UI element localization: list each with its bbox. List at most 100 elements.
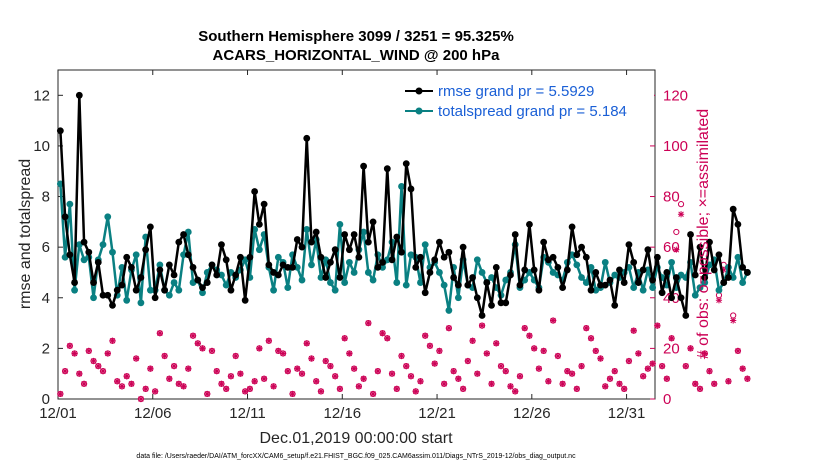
obs-assimilated-marker — [673, 246, 680, 253]
rmse-point — [521, 266, 529, 274]
totalspread-point — [270, 286, 277, 294]
totalspread-point — [729, 274, 737, 281]
obs-assimilated-marker — [535, 365, 543, 372]
totalspread-point — [327, 279, 334, 286]
rmse-point — [312, 228, 320, 236]
obs-assimilated-marker — [587, 335, 595, 342]
totalspread-point — [255, 246, 263, 254]
axis-ticks: 12/01 12/06 12/11 12/16 12/21 12/26 12/31 0 2 4 6 8… — [33, 70, 688, 422]
rmse-point — [227, 286, 235, 294]
totalspread-point — [71, 286, 78, 294]
obs-assimilated-marker — [649, 360, 656, 367]
totalspread-point — [284, 284, 292, 292]
obs-assimilated-marker — [137, 395, 145, 403]
obs-assimilated-marker — [208, 347, 216, 355]
obs-assimilated-marker — [61, 368, 69, 375]
totalspread-point — [345, 258, 353, 266]
obs-assimilated-marker — [526, 332, 533, 339]
rmse-point — [526, 220, 533, 228]
totalspread-point — [341, 279, 349, 286]
rmse-point — [61, 213, 69, 221]
rmse-point — [616, 266, 623, 274]
obs-assimilated-marker — [260, 375, 268, 382]
obs-assimilated-marker — [696, 385, 704, 392]
rmse-point — [511, 231, 519, 238]
obs-assimilated-marker — [175, 380, 182, 387]
obs-assimilated-marker — [351, 365, 358, 372]
rmse-point — [203, 279, 211, 286]
rmse-point — [75, 91, 83, 99]
totalspread-point — [336, 220, 344, 228]
totalspread-point — [715, 286, 723, 294]
rmse-point — [540, 238, 548, 246]
rmse-point — [260, 200, 268, 208]
totalspread-point — [222, 281, 230, 289]
obs-assimilated-marker — [621, 385, 628, 392]
rmse-point — [308, 238, 315, 246]
obs-assimilated-marker — [317, 388, 325, 395]
obs-assimilated-marker — [109, 337, 116, 344]
rmse-point — [554, 264, 562, 271]
obs-assimilated-marker — [152, 388, 159, 395]
obs-assimilated-marker — [521, 325, 528, 332]
obs-assimilated-marker — [303, 340, 310, 347]
totalspread-point — [109, 248, 116, 256]
y-tick-label: 2 — [42, 340, 50, 357]
rmse-point — [568, 223, 576, 231]
rmse-point — [682, 312, 690, 319]
rmse-point — [123, 253, 131, 261]
obs-assimilated-marker — [677, 211, 685, 218]
obs-assimilated-marker — [265, 337, 272, 344]
obs-assimilated-marker — [602, 383, 609, 390]
rmse-point — [492, 264, 500, 271]
obs-possible-marker — [730, 312, 737, 319]
obs-assimilated-marker — [384, 335, 391, 342]
rmse-point — [549, 253, 557, 261]
totalspread-point — [649, 284, 657, 292]
rmse-point — [327, 258, 334, 266]
totalspread-point — [218, 271, 225, 279]
obs-assimilated-marker — [388, 370, 396, 377]
obs-assimilated-marker — [483, 350, 490, 357]
obs-assimilated-marker — [227, 373, 235, 380]
obs-assimilated-marker — [147, 365, 154, 372]
totalspread-point — [630, 284, 638, 292]
rmse-point — [473, 294, 481, 302]
totalspread-point — [104, 213, 112, 221]
obs-assimilated-marker — [294, 365, 301, 372]
rmse-point — [587, 286, 595, 294]
totalspread-point — [298, 276, 306, 284]
obs-assimilated-marker — [488, 380, 495, 387]
y-tick-label: 6 — [42, 239, 50, 256]
obs-assimilated-marker — [237, 370, 244, 377]
rmse-point — [345, 246, 353, 254]
rmse-point — [530, 266, 538, 274]
obs-assimilated-marker — [701, 350, 708, 357]
obs-assimilated-marker — [194, 340, 201, 347]
rmse-point — [668, 294, 675, 302]
totalspread-point — [170, 279, 178, 286]
obs-assimilated-marker — [540, 347, 547, 355]
y-axis-right-label: # of obs: o=possible; ×=assimilated — [695, 109, 712, 359]
totalspread-point — [639, 286, 647, 294]
obs-assimilated-marker — [606, 375, 614, 382]
rmse-point — [194, 276, 202, 284]
rmse-point — [743, 269, 751, 276]
totalspread-point — [90, 294, 97, 302]
rmse-point — [151, 294, 159, 302]
obs-assimilated-marker — [531, 345, 538, 352]
rmse-point — [85, 248, 93, 256]
obs-assimilated-marker — [398, 352, 405, 360]
y-right-tick-label: 80 — [663, 189, 680, 206]
data-file-footer: data file: /Users/raeder/DAI/ATM_forcXX/… — [136, 453, 576, 460]
y-tick-label: 0 — [42, 391, 50, 408]
rmse-point — [71, 279, 78, 286]
totalspread-point — [350, 269, 358, 276]
legend-rmse-marker — [415, 87, 423, 95]
rmse-point — [426, 269, 434, 276]
obs-assimilated-marker — [583, 325, 590, 332]
totalspread-point — [436, 269, 443, 276]
rmse-point — [672, 274, 680, 281]
obs-assimilated-marker — [545, 378, 552, 385]
rmse-point — [635, 279, 642, 286]
